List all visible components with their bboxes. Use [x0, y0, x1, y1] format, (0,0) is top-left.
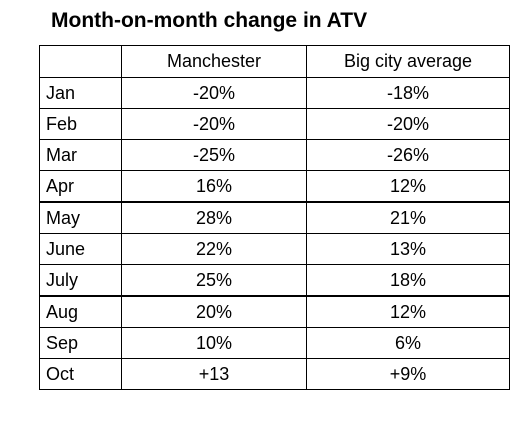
header-row: Manchester Big city average [39, 45, 510, 78]
manchester-cell: 25% [121, 264, 307, 297]
big-city-cell: -26% [306, 139, 510, 171]
table-row: Sep 10% 6% [39, 327, 510, 359]
big-city-cell: -20% [306, 108, 510, 140]
table-row: Aug 20% 12% [39, 295, 510, 328]
manchester-cell: 22% [121, 233, 307, 265]
big-city-cell: +9% [306, 358, 510, 390]
month-cell: May [39, 201, 122, 234]
manchester-cell: -20% [121, 77, 307, 109]
month-cell: Oct [39, 358, 122, 390]
manchester-cell: +13 [121, 358, 307, 390]
manchester-cell: 16% [121, 170, 307, 203]
manchester-cell: 20% [121, 295, 307, 328]
big-city-cell: 18% [306, 264, 510, 297]
atv-change-table: Manchester Big city average Jan -20% -18… [39, 45, 510, 390]
month-cell: Jan [39, 77, 122, 109]
month-cell: Apr [39, 170, 122, 203]
big-city-cell: 12% [306, 170, 510, 203]
table-row: Mar -25% -26% [39, 139, 510, 171]
month-cell: Feb [39, 108, 122, 140]
table-row: Oct +13 +9% [39, 358, 510, 390]
header-manchester: Manchester [121, 45, 307, 78]
manchester-cell: -25% [121, 139, 307, 171]
table-row: June 22% 13% [39, 233, 510, 265]
manchester-cell: 10% [121, 327, 307, 359]
table-row: May 28% 21% [39, 201, 510, 234]
big-city-cell: 12% [306, 295, 510, 328]
month-cell: July [39, 264, 122, 297]
table-row: Jan -20% -18% [39, 77, 510, 109]
month-cell: Mar [39, 139, 122, 171]
header-big-city-average: Big city average [306, 45, 510, 78]
big-city-cell: 21% [306, 201, 510, 234]
big-city-cell: -18% [306, 77, 510, 109]
manchester-cell: -20% [121, 108, 307, 140]
month-cell: Aug [39, 295, 122, 328]
month-cell: June [39, 233, 122, 265]
big-city-cell: 13% [306, 233, 510, 265]
table-row: Feb -20% -20% [39, 108, 510, 140]
table-row: Apr 16% 12% [39, 170, 510, 203]
manchester-cell: 28% [121, 201, 307, 234]
table-row: July 25% 18% [39, 264, 510, 297]
month-cell: Sep [39, 327, 122, 359]
big-city-cell: 6% [306, 327, 510, 359]
header-month [39, 45, 122, 78]
table-title: Month-on-month change in ATV [51, 9, 368, 32]
